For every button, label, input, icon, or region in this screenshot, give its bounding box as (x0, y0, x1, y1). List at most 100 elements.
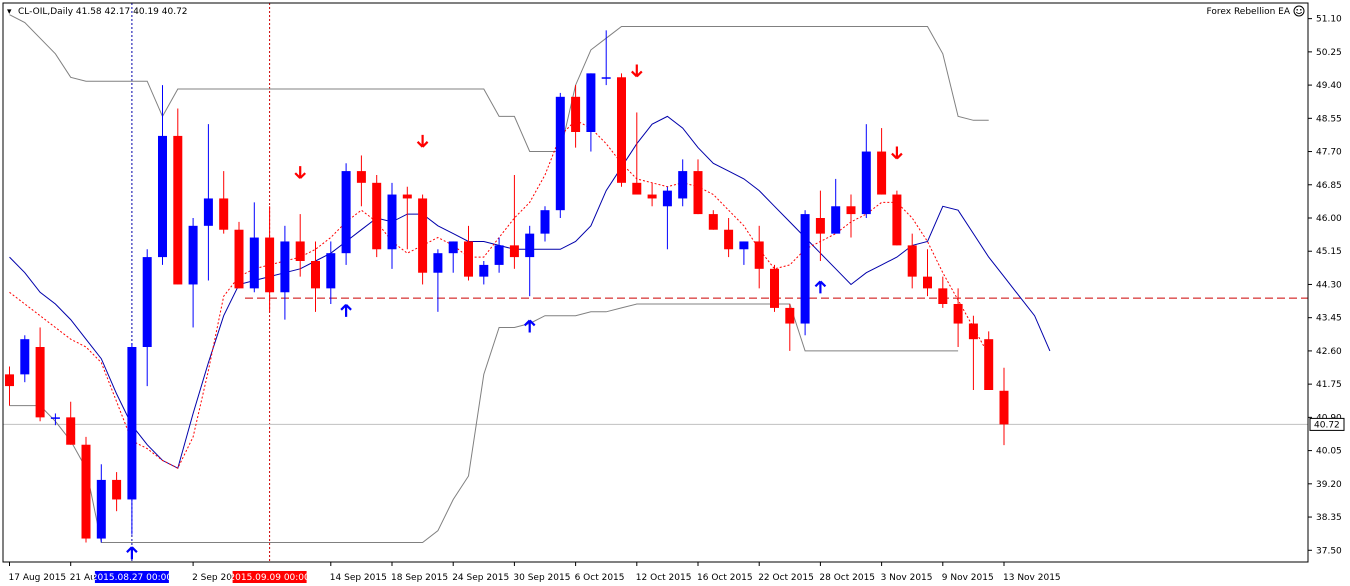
candle-body[interactable] (356, 171, 366, 183)
candle-body[interactable] (846, 206, 856, 215)
candle[interactable] (739, 241, 749, 265)
candle[interactable] (494, 237, 504, 273)
candle-body[interactable] (112, 479, 122, 500)
candle[interactable] (662, 186, 672, 250)
candle-body[interactable] (127, 347, 137, 500)
candle[interactable] (188, 218, 198, 328)
candle-body[interactable] (280, 241, 290, 293)
candle[interactable] (647, 182, 657, 207)
candle[interactable] (892, 190, 902, 246)
candle-body[interactable] (249, 237, 259, 289)
candle[interactable] (265, 206, 275, 312)
candle[interactable] (770, 264, 779, 312)
candle[interactable] (877, 128, 887, 195)
collapse-triangle-icon[interactable]: ▾ (7, 7, 12, 17)
candle-body[interactable] (525, 233, 535, 258)
candle-body[interactable] (785, 307, 795, 324)
candles-layer[interactable] (5, 30, 1009, 543)
candle[interactable] (387, 182, 397, 269)
candle-body[interactable] (938, 288, 948, 304)
candle[interactable] (968, 315, 978, 390)
candle-body[interactable] (494, 245, 504, 265)
candle[interactable] (234, 221, 244, 289)
price-axis[interactable]: 51.10 50.25 49.40 48.55 47.70 46.85 46.00 45.15… (1308, 15, 1345, 557)
candle[interactable] (341, 163, 351, 265)
candle-body[interactable] (295, 241, 305, 261)
candle-body[interactable] (662, 190, 672, 207)
candle-body[interactable] (754, 241, 764, 269)
candle-body[interactable] (142, 257, 152, 347)
candle-body[interactable] (815, 218, 825, 234)
candle-body[interactable] (50, 417, 60, 419)
candle-body[interactable] (831, 206, 841, 234)
candle-body[interactable] (158, 135, 167, 258)
candle-body[interactable] (571, 96, 581, 132)
candle-body[interactable] (402, 194, 412, 199)
candle-body[interactable] (219, 198, 229, 230)
candle[interactable] (479, 261, 489, 285)
candle[interactable] (923, 249, 932, 297)
candle[interactable] (831, 178, 841, 234)
candle-body[interactable] (341, 171, 351, 254)
candle[interactable] (219, 171, 229, 234)
candle[interactable] (448, 241, 458, 273)
candle-body[interactable] (586, 73, 596, 132)
candle-body[interactable] (448, 241, 458, 254)
candle-body[interactable] (647, 194, 657, 199)
candle-body[interactable] (999, 390, 1009, 425)
candle-body[interactable] (387, 194, 397, 250)
candle-body[interactable] (173, 135, 183, 285)
candle[interactable] (724, 218, 734, 258)
candle[interactable] (800, 210, 810, 336)
candle-body[interactable] (96, 479, 106, 539)
candle[interactable] (142, 249, 152, 387)
candle[interactable] (815, 190, 825, 261)
candle[interactable] (708, 210, 718, 230)
candle[interactable] (525, 225, 535, 297)
candle-body[interactable] (234, 229, 244, 289)
candle[interactable] (754, 225, 764, 289)
candle-body[interactable] (601, 77, 611, 79)
candle-body[interactable] (188, 225, 198, 285)
candle[interactable] (418, 194, 428, 285)
candle[interactable] (249, 202, 259, 293)
candle-body[interactable] (678, 171, 688, 199)
candle[interactable] (601, 30, 611, 86)
candle-body[interactable] (770, 268, 779, 308)
candle-body[interactable] (5, 374, 14, 387)
candle[interactable] (173, 108, 183, 285)
candle[interactable] (402, 186, 412, 250)
candle[interactable] (540, 206, 550, 242)
candle-body[interactable] (923, 276, 932, 289)
candle[interactable] (433, 249, 443, 312)
candle-body[interactable] (326, 253, 336, 289)
candle[interactable] (5, 366, 14, 406)
candle-body[interactable] (617, 77, 626, 183)
candle-body[interactable] (800, 214, 810, 324)
candle[interactable] (617, 73, 626, 187)
candle[interactable] (861, 124, 871, 218)
candle[interactable] (678, 159, 688, 207)
candle-body[interactable] (953, 304, 963, 324)
candle-body[interactable] (203, 198, 213, 226)
candle[interactable] (372, 175, 382, 258)
candle-body[interactable] (877, 151, 887, 195)
candle-body[interactable] (984, 339, 994, 390)
candle[interactable] (356, 155, 366, 207)
candle[interactable] (509, 175, 519, 269)
candle[interactable] (50, 413, 60, 426)
candle[interactable] (295, 214, 305, 277)
candle-body[interactable] (861, 151, 871, 215)
candle[interactable] (280, 225, 290, 320)
candle-body[interactable] (464, 241, 473, 277)
candle[interactable] (96, 464, 106, 543)
candle[interactable] (632, 112, 642, 195)
candle-body[interactable] (35, 347, 45, 418)
candle-body[interactable] (20, 339, 30, 375)
candle-body[interactable] (708, 214, 718, 230)
candle[interactable] (693, 159, 703, 215)
candle[interactable] (326, 241, 336, 304)
candle[interactable] (907, 233, 917, 289)
candle-body[interactable] (81, 444, 91, 539)
